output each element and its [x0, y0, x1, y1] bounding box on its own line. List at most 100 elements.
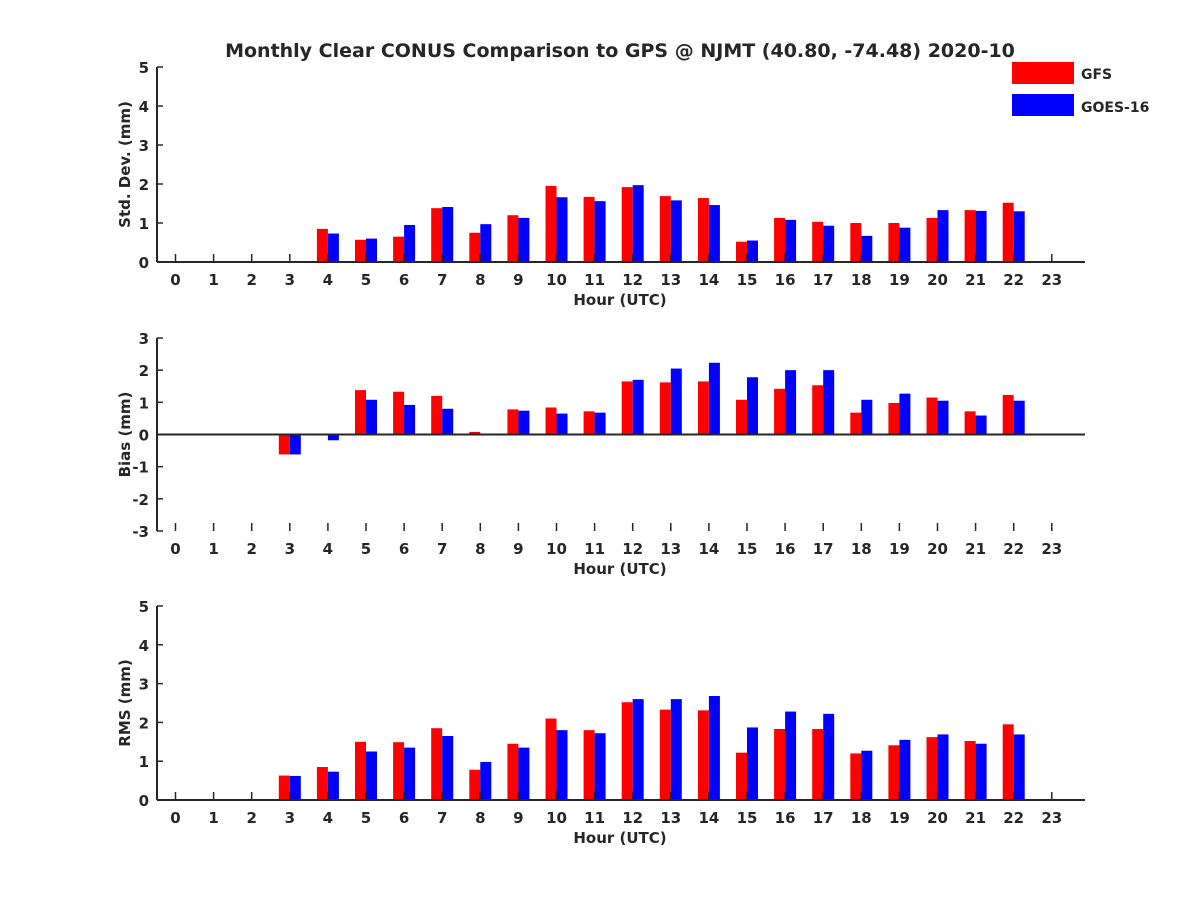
- rms-bar-goes-16-hour-7: [442, 735, 454, 800]
- bias-bar-goes-16-hour-13: [670, 368, 682, 435]
- rms-x-tick-label: 15: [737, 809, 758, 827]
- bias-x-tick-label: 7: [437, 540, 447, 558]
- rms-bar-gfs-hour-14: [697, 710, 709, 800]
- rms-bar-goes-16-hour-17: [823, 713, 835, 800]
- rms-bar-goes-16-hour-4: [327, 771, 339, 800]
- rms-bar-gfs-hour-10: [545, 718, 557, 800]
- bias-x-tick-label: 12: [622, 540, 643, 558]
- bias-bar-goes-16-hour-10: [556, 413, 568, 435]
- std-dev-bar-gfs-hour-11: [583, 196, 595, 262]
- std-dev-bar-gfs-hour-14: [697, 198, 709, 262]
- rms-x-tick-label: 19: [889, 809, 910, 827]
- bias-bar-gfs-hour-9: [507, 409, 519, 435]
- std-dev-bar-gfs-hour-18: [850, 223, 862, 262]
- bias-bar-goes-16-hour-5: [366, 399, 377, 435]
- std-dev-bar-gfs-hour-13: [659, 196, 671, 262]
- std-dev-bar-gfs-hour-22: [1002, 202, 1014, 262]
- std-dev-bar-goes-16-hour-11: [594, 201, 606, 262]
- std-dev-bar-gfs-hour-8: [469, 232, 481, 262]
- bias-bar-goes-16-hour-22: [1013, 400, 1025, 435]
- bias-bar-goes-16-hour-20: [937, 400, 949, 435]
- rms-x-tick-label: 23: [1041, 809, 1062, 827]
- legend-label-goes-16: GOES-16: [1081, 100, 1149, 116]
- rms-x-tick-label: 4: [323, 809, 333, 827]
- rms-bar-gfs-hour-9: [507, 743, 519, 800]
- bias-x-tick-label: 0: [170, 540, 180, 558]
- rms-bar-goes-16-hour-22: [1013, 734, 1025, 800]
- std-dev-x-tick-label: 16: [775, 271, 796, 289]
- bias-x-axis-label: Hour (UTC): [573, 560, 666, 578]
- rms-bar-gfs-hour-3: [278, 775, 290, 800]
- bias-bar-goes-16-hour-15: [747, 377, 758, 435]
- std-dev-bar-goes-16-hour-9: [518, 217, 530, 262]
- std-dev-bar-gfs-hour-17: [812, 221, 824, 262]
- rms-bar-goes-16-hour-8: [480, 761, 492, 800]
- std-dev-bar-gfs-hour-7: [431, 208, 443, 262]
- rms-bar-goes-16-hour-21: [975, 743, 987, 800]
- std-dev-bar-goes-16-hour-7: [442, 207, 454, 262]
- rms-bar-goes-16-hour-18: [861, 750, 873, 800]
- std-dev-bar-gfs-hour-20: [926, 217, 938, 262]
- std-dev-bar-goes-16-hour-13: [670, 200, 682, 262]
- std-dev-bar-goes-16-hour-5: [366, 238, 377, 262]
- std-dev-x-tick-label: 6: [399, 271, 409, 289]
- std-dev-y-tick-label: 0: [139, 254, 149, 272]
- std-dev-bar-goes-16-hour-21: [975, 210, 987, 262]
- rms-bar-gfs-hour-19: [888, 745, 900, 800]
- std-dev-bar-goes-16-hour-16: [785, 219, 797, 262]
- rms-bar-gfs-hour-7: [431, 728, 443, 800]
- std-dev-x-tick-label: 14: [698, 271, 719, 289]
- bias-bar-gfs-hour-7: [431, 395, 443, 435]
- bias-x-tick-label: 2: [246, 540, 256, 558]
- std-dev-bar-goes-16-hour-10: [556, 197, 568, 262]
- bias-bar-gfs-hour-10: [545, 407, 557, 435]
- bias-bar-goes-16-hour-6: [404, 404, 416, 435]
- std-dev-bar-goes-16-hour-4: [327, 233, 339, 262]
- bias-bar-goes-16-hour-9: [518, 410, 530, 435]
- rms-x-tick-label: 20: [927, 809, 948, 827]
- rms-bar-gfs-hour-18: [850, 753, 862, 800]
- std-dev-x-tick-label: 17: [813, 271, 834, 289]
- rms-y-axis-label: RMS (mm): [116, 659, 134, 746]
- bias-bar-gfs-hour-8: [469, 431, 481, 435]
- std-dev-x-tick-label: 0: [170, 271, 180, 289]
- rms-x-tick-label: 6: [399, 809, 409, 827]
- chart-title: Monthly Clear CONUS Comparison to GPS @ …: [225, 40, 1015, 62]
- rms-bar-goes-16-hour-10: [556, 730, 568, 800]
- bias-bar-goes-16-hour-12: [632, 379, 644, 435]
- bias-bar-goes-16-hour-7: [442, 408, 454, 435]
- bias-y-axis-label: Bias (mm): [116, 392, 134, 478]
- legend-swatch-gfs: [1012, 62, 1074, 84]
- std-dev-bar-goes-16-hour-20: [937, 210, 949, 262]
- rms-bar-gfs-hour-4: [316, 767, 328, 800]
- rms-bar-goes-16-hour-11: [594, 733, 606, 800]
- std-dev-bar-goes-16-hour-18: [861, 235, 873, 262]
- bias-bar-gfs-hour-22: [1002, 394, 1014, 435]
- std-dev-y-tick-label: 3: [139, 137, 149, 155]
- std-dev-bar-gfs-hour-9: [507, 215, 519, 262]
- std-dev-x-tick-label: 10: [546, 271, 567, 289]
- bias-x-tick-label: 13: [660, 540, 681, 558]
- bias-bar-goes-16-hour-19: [899, 393, 911, 435]
- rms-x-axis-label: Hour (UTC): [573, 829, 666, 847]
- bias-bar-goes-16-hour-4: [327, 434, 339, 441]
- std-dev-bar-goes-16-hour-12: [632, 185, 644, 262]
- rms-bar-gfs-hour-12: [621, 702, 633, 800]
- rms-x-tick-label: 17: [813, 809, 834, 827]
- bias-x-tick-label: 14: [698, 540, 719, 558]
- rms-bar-goes-16-hour-15: [747, 727, 758, 800]
- rms-x-tick-label: 18: [851, 809, 872, 827]
- rms-bar-gfs-hour-8: [469, 769, 481, 800]
- rms-bar-gfs-hour-15: [736, 752, 747, 800]
- bias-x-tick-label: 1: [208, 540, 218, 558]
- rms-x-tick-label: 7: [437, 809, 447, 827]
- rms-y-tick-label: 0: [139, 792, 149, 810]
- bias-bar-gfs-hour-3: [278, 434, 290, 455]
- rms-bar-gfs-hour-22: [1002, 724, 1014, 800]
- bias-bar-goes-16-hour-21: [975, 415, 987, 435]
- rms-x-tick-label: 0: [170, 809, 180, 827]
- bias-x-tick-label: 6: [399, 540, 409, 558]
- rms-bar-gfs-hour-17: [812, 728, 824, 800]
- std-dev-bar-gfs-hour-19: [888, 223, 900, 262]
